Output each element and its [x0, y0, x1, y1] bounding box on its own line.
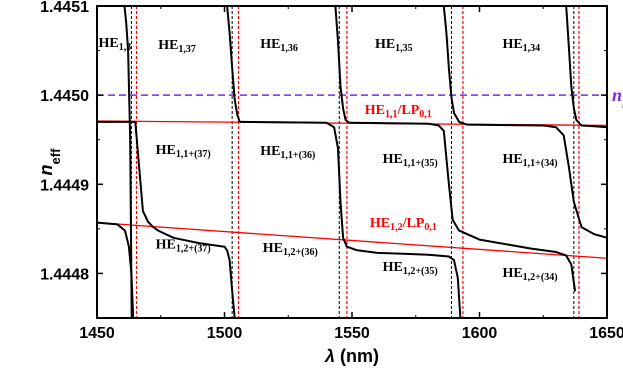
mode-label-1: HE1,37 [158, 38, 196, 55]
y-axis-symbol: n [36, 164, 56, 175]
x-tick-label-2: 1550 [334, 325, 370, 342]
curve-9 [466, 123, 607, 239]
mode-label-8: HE1,1+(35) [383, 152, 438, 169]
mode-labels: HE1,3 HE1,37 HE1,36 HE1,35 HE1,34 HE1,1/LP0,1… [99, 36, 558, 283]
y-tick-label-1: 1.4449 [40, 177, 89, 194]
mode-label-10: HE1,2/LP0,1 [370, 216, 437, 233]
x-tick-label-4: 1650 [589, 325, 623, 342]
y-tick-label-0: 1.4448 [40, 266, 89, 283]
curve-4 [239, 120, 345, 238]
mode-label-13: HE1,2+(35) [383, 260, 438, 277]
mode-label-4: HE1,34 [502, 37, 540, 54]
curve-8 [442, 6, 468, 126]
mode-label-0: HE1,3 [99, 36, 132, 53]
curve-6 [334, 6, 350, 124]
mode-label-12: HE1,2+(36) [263, 241, 318, 258]
curve-10 [565, 6, 607, 129]
y-tick-label-2: 1.4450 [40, 88, 89, 105]
x-axis-label: λ (nm) [324, 346, 379, 366]
axis-ticks: 1450 1500 1550 1600 1650 1.4448 1.4449 1.4450 1.… [40, 0, 623, 342]
x-axis-symbol: λ [324, 346, 335, 366]
mode-label-11: HE1,2+(37) [156, 237, 211, 254]
nl-label: nl [612, 85, 623, 111]
curve-1 [97, 120, 236, 318]
mode-label-5: HE1,1/LP0,1 [365, 103, 432, 120]
mode-label-14: HE1,2+(34) [502, 266, 557, 283]
y-axis-subscript: eff [48, 148, 63, 165]
x-tick-label-1: 1500 [207, 325, 243, 342]
curve-7 [349, 121, 577, 292]
mode-label-9: HE1,1+(34) [502, 152, 557, 169]
curve-2 [97, 221, 135, 318]
mode-label-6: HE1,1+(37) [156, 143, 211, 160]
dispersion-curves [97, 6, 607, 318]
mode-label-7: HE1,1+(36) [260, 144, 315, 161]
y-axis-label: neff [36, 148, 63, 176]
y-tick-label-3: 1.4451 [40, 0, 89, 16]
curve-0 [123, 6, 133, 318]
x-tick-label-3: 1600 [462, 325, 498, 342]
curve-3 [226, 6, 241, 123]
x-tick-label-0: 1450 [79, 325, 115, 342]
nl-line: nl [97, 85, 623, 111]
curve-5 [342, 237, 462, 318]
fit-line-1 [96, 221, 608, 259]
mode-label-2: HE1,36 [260, 37, 298, 54]
mode-label-3: HE1,35 [375, 37, 413, 54]
x-axis-unit: (nm) [335, 346, 379, 366]
